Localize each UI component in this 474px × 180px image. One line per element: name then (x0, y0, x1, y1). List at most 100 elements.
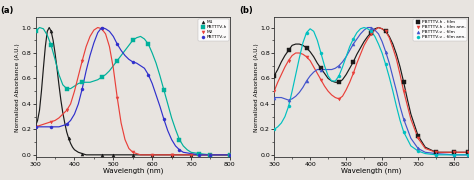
PBTTTV-v - film (383, 51, 389, 53)
M2 (208, 154, 213, 156)
PBTTTV-v - film (465, 154, 471, 156)
Text: (a): (a) (0, 6, 14, 15)
M1 (80, 152, 85, 155)
M2 (33, 126, 38, 128)
M1 (66, 137, 72, 139)
PBTTTV-h (208, 154, 213, 156)
Legend: PBTTTV-h - film, PBTTTV-h - film ann., PBTTTV-v - film, PBTTTV-v - film ann.: PBTTTV-h - film, PBTTTV-h - film ann., P… (413, 19, 467, 41)
PBTTTV-v (48, 126, 54, 128)
M2 (169, 154, 174, 156)
M1 (149, 154, 155, 156)
Line: M1: M1 (34, 30, 231, 156)
Line: PBTTTV-h - film ann.: PBTTTV-h - film ann. (273, 30, 470, 154)
M2 (99, 28, 105, 30)
M1 (169, 154, 174, 156)
PBTTTV-v - film ann. (433, 154, 439, 156)
Line: PBTTTV-h - film: PBTTTV-h - film (273, 30, 470, 154)
M2 (48, 121, 54, 123)
M2 (227, 154, 233, 156)
PBTTTV-v (114, 43, 120, 45)
PBTTTV-v (176, 149, 182, 151)
PBTTTV-v (161, 118, 167, 120)
M1 (227, 154, 233, 156)
M2 (149, 154, 155, 156)
M1 (99, 154, 105, 156)
PBTTTV-v (64, 123, 70, 125)
M1 (48, 30, 54, 32)
PBTTTV-h - film ann. (368, 33, 374, 35)
PBTTTV-h - film ann. (318, 79, 324, 81)
Text: (b): (b) (239, 6, 253, 15)
Line: PBTTTV-v: PBTTTV-v (34, 26, 231, 156)
PBTTTV-v - film ann. (318, 52, 324, 54)
PBTTTV-h (80, 81, 85, 83)
PBTTTV-v - film ann. (401, 131, 407, 133)
PBTTTV-h - film ann. (401, 90, 407, 92)
PBTTTV-h - film (350, 61, 356, 63)
PBTTTV-h - film (451, 151, 457, 153)
M2 (64, 109, 70, 111)
M2 (80, 60, 85, 62)
PBTTTV-v - film (336, 65, 342, 67)
M2 (114, 96, 120, 99)
Line: PBTTTV-v - film: PBTTTV-v - film (273, 26, 470, 156)
PBTTTV-h (99, 76, 105, 78)
PBTTTV-h (33, 30, 38, 32)
PBTTTV-v - film ann. (465, 154, 471, 156)
M1 (188, 154, 194, 156)
M1 (130, 154, 136, 156)
PBTTTV-v - film (368, 26, 374, 29)
PBTTTV-v - film (401, 118, 407, 120)
PBTTTV-v - film (415, 147, 421, 150)
PBTTTV-h - film ann. (336, 98, 342, 100)
PBTTTV-h - film ann. (286, 60, 292, 62)
M2 (130, 151, 136, 153)
PBTTTV-v - film (271, 96, 277, 99)
PBTTTV-v - film ann. (286, 105, 292, 107)
PBTTTV-v - film (350, 43, 356, 45)
PBTTTV-v - film ann. (304, 31, 310, 34)
PBTTTV-h (146, 43, 151, 45)
PBTTTV-v - film ann. (415, 150, 421, 152)
PBTTTV-h - film (286, 49, 292, 51)
Y-axis label: Normalized Absorbance (A.U.): Normalized Absorbance (A.U.) (254, 43, 259, 132)
PBTTTV-v (80, 87, 85, 90)
PBTTTV-h - film ann. (304, 56, 310, 58)
PBTTTV-h - film (318, 67, 324, 69)
PBTTTV-h - film ann. (433, 151, 439, 153)
PBTTTV-h (64, 87, 70, 90)
M2 (188, 154, 194, 156)
PBTTTV-h - film (465, 151, 471, 153)
PBTTTV-v (130, 61, 136, 63)
PBTTTV-v - film (286, 99, 292, 101)
PBTTTV-h - film ann. (350, 72, 356, 75)
PBTTTV-v - film (433, 152, 439, 155)
PBTTTV-h (176, 138, 182, 141)
PBTTTV-h - film (401, 81, 407, 83)
M1 (169, 154, 174, 156)
PBTTTV-h - film ann. (465, 151, 471, 153)
M2 (169, 154, 174, 156)
PBTTTV-v - film ann. (451, 154, 457, 156)
PBTTTV-h - film (336, 81, 342, 83)
PBTTTV-v - film (318, 68, 324, 71)
M1 (208, 154, 213, 156)
PBTTTV-v - film ann. (383, 63, 389, 66)
PBTTTV-v - film (304, 80, 310, 82)
PBTTTV-h - film ann. (383, 30, 389, 32)
PBTTTV-h - film ann. (271, 90, 277, 92)
X-axis label: Wavelength (nm): Wavelength (nm) (102, 168, 163, 174)
Line: PBTTTV-h: PBTTTV-h (34, 30, 231, 156)
PBTTTV-v (196, 154, 201, 156)
PBTTTV-v - film ann. (271, 128, 277, 130)
PBTTTV-h - film ann. (415, 137, 421, 139)
Line: PBTTTV-v - film ann.: PBTTTV-v - film ann. (273, 30, 470, 156)
PBTTTV-v - film ann. (336, 75, 342, 77)
PBTTTV-v (99, 26, 105, 29)
PBTTTV-v - film (451, 154, 457, 156)
PBTTTV-h (48, 44, 54, 46)
PBTTTV-h (161, 89, 167, 91)
PBTTTV-h - film (368, 31, 374, 34)
PBTTTV-v (208, 154, 213, 156)
M1 (110, 154, 116, 156)
